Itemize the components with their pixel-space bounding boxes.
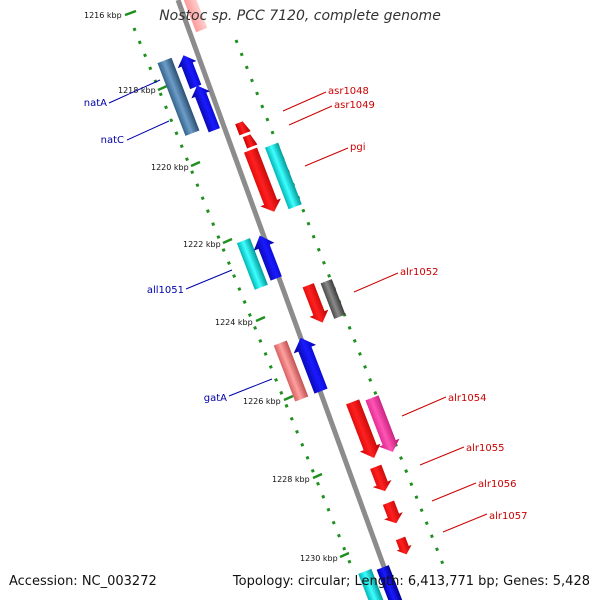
gene-block[interactable] [376, 565, 405, 600]
gene-label-natA[interactable]: natA [84, 98, 107, 109]
left-gene-labels: natA natC all1051 gatA [84, 79, 273, 404]
gene-label-alr1054[interactable]: alr1054 [448, 393, 486, 404]
gene-arrow[interactable] [299, 282, 332, 327]
gene-arrow[interactable] [289, 334, 332, 396]
gene-arrow[interactable] [342, 398, 384, 462]
gene-label-asr1048[interactable]: asr1048 [328, 86, 369, 97]
scale-label: 1216 kbp [84, 11, 122, 20]
gene-features [157, 0, 414, 600]
gene-arrow-asr1049[interactable] [242, 133, 258, 149]
gene-arrow[interactable] [240, 146, 284, 216]
scale-label: 1226 kbp [243, 397, 281, 406]
scale-label: 1222 kbp [183, 240, 221, 249]
gene-label-alr1057[interactable]: alr1057 [489, 511, 527, 522]
gene-block-natA[interactable] [157, 57, 200, 136]
gene-block-alr1052[interactable] [320, 279, 346, 319]
gene-block[interactable] [181, 0, 208, 33]
gene-label-alr1052[interactable]: alr1052 [400, 267, 438, 278]
gene-block-all1051[interactable] [236, 238, 268, 290]
gene-arrow-alr1054[interactable] [362, 394, 403, 456]
gene-arrow[interactable] [174, 52, 205, 91]
scale-label: 1228 kbp [272, 475, 310, 484]
gene-label-all1051[interactable]: all1051 [147, 285, 184, 296]
gene-arrow-alr1057[interactable] [393, 536, 414, 558]
genome-title: Nostoc sp. PCC 7120, complete genome [159, 8, 441, 24]
gene-block[interactable] [358, 568, 386, 600]
gene-arrow-alr1056[interactable] [379, 499, 406, 527]
scale-label: 1220 kbp [151, 163, 189, 172]
gene-arrow-natC[interactable] [188, 82, 224, 134]
genome-backbone [175, 0, 399, 600]
gene-label-alr1056[interactable]: alr1056 [478, 479, 516, 490]
gene-block-gatA[interactable] [273, 340, 309, 402]
gene-label-alr1055[interactable]: alr1055 [466, 443, 504, 454]
gene-label-natC[interactable]: natC [101, 135, 124, 146]
gene-block-pgi[interactable] [264, 142, 302, 210]
genome-summary-text: Topology: circular; Length: 6,413,771 bp… [232, 574, 590, 589]
accession-text: Accession: NC_003272 [9, 574, 157, 589]
scale-axis: 1216 kbp 1218 kbp 1220 kbp 1222 kbp 1224… [84, 9, 350, 563]
scale-label: 1230 kbp [300, 554, 338, 563]
gene-label-pgi[interactable]: pgi [350, 142, 365, 153]
gene-label-gatA[interactable]: gatA [204, 393, 227, 404]
gene-arrow[interactable] [249, 232, 286, 283]
right-gene-labels: asr1048 asr1049 pgi alr1052 alr1054 alr1… [282, 86, 527, 533]
gene-arrow-asr1048[interactable] [235, 120, 251, 136]
scale-label: 1224 kbp [215, 318, 253, 327]
forward-tick-track [234, 39, 448, 573]
gene-arrow-alr1055[interactable] [366, 463, 394, 494]
gene-label-asr1049[interactable]: asr1049 [334, 100, 375, 111]
